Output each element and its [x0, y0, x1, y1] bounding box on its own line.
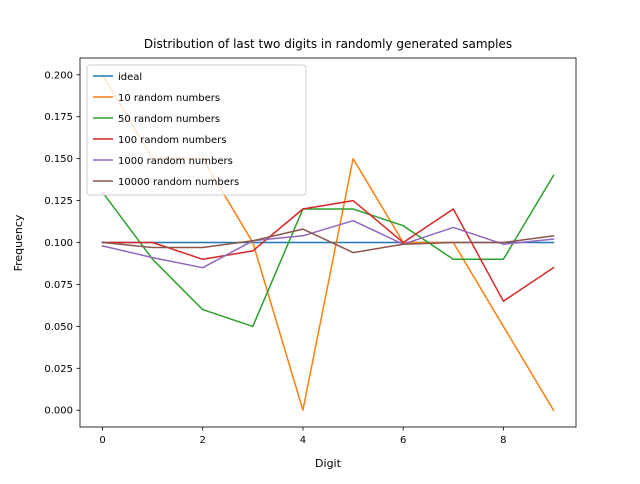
- series-line-4: [101, 219, 555, 269]
- y-tick-label: 0.150: [44, 154, 73, 165]
- x-tick-label: 0: [99, 435, 105, 446]
- y-tick-label: 0.025: [44, 364, 73, 375]
- x-tick-label: 8: [500, 435, 506, 446]
- y-tick-label: 0.000: [44, 406, 73, 417]
- legend-label-1: 10 random numbers: [118, 93, 220, 104]
- series-line-2: [101, 174, 555, 328]
- legend-box: [86, 64, 307, 196]
- y-tick-label: 0.050: [44, 322, 73, 333]
- x-tick-label: 6: [400, 435, 406, 446]
- series-line-5: [101, 228, 555, 254]
- y-tick-label: 0.075: [44, 280, 73, 291]
- plot-area-frame: [79, 57, 577, 428]
- x-tick-label: 2: [200, 435, 206, 446]
- y-axis-label: Frequency: [12, 214, 25, 271]
- legend-label-5: 10000 random numbers: [118, 177, 239, 188]
- legend: ideal 10 random numbers 50 random numbers 1…: [86, 64, 307, 196]
- legend-label-2: 50 random numbers: [118, 114, 220, 125]
- chart-title: Distribution of last two digits in rando…: [144, 37, 512, 51]
- y-tick-label: 0.200: [44, 70, 73, 81]
- y-tick-label: 0.100: [44, 238, 73, 249]
- legend-label-4: 1000 random numbers: [118, 156, 233, 167]
- legend-label-0: ideal: [118, 72, 142, 83]
- y-tick-label: 0.175: [44, 112, 73, 123]
- series-line-3: [101, 199, 555, 302]
- legend-label-3: 100 random numbers: [118, 135, 226, 146]
- y-axis-ticks: 0.000 0.025 0.050 0.075 0.100 0.125 0.150 0.175…: [44, 70, 80, 417]
- x-axis-ticks: 0 2 4 6 8: [99, 427, 507, 446]
- y-tick-label: 0.125: [44, 196, 73, 207]
- x-axis-label: Digit: [315, 457, 342, 470]
- x-tick-label: 4: [300, 435, 306, 446]
